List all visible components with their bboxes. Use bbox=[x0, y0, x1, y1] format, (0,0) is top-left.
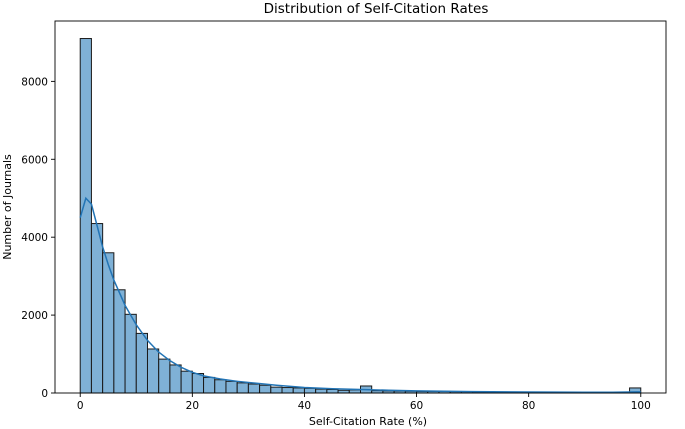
histogram-bar bbox=[146, 348, 160, 394]
y-axis: 0 2000 4000 6000 8000 bbox=[21, 76, 55, 400]
histogram-bar bbox=[348, 389, 362, 394]
histogram-bar bbox=[169, 364, 182, 394]
y-tick-label: 8000 bbox=[21, 76, 48, 88]
histogram-bar bbox=[135, 332, 148, 394]
histogram-bar bbox=[259, 384, 272, 394]
histogram-bar bbox=[270, 386, 283, 394]
histogram-bar bbox=[326, 388, 339, 394]
x-axis-label: Self-Citation Rate (%) bbox=[309, 415, 427, 428]
histogram-bar bbox=[214, 379, 227, 394]
y-axis-label: Number of Journals bbox=[1, 154, 14, 260]
histogram-bar bbox=[236, 382, 249, 394]
histogram-bar bbox=[113, 289, 126, 394]
x-tick-label: 0 bbox=[77, 400, 84, 412]
histogram-bar bbox=[247, 383, 261, 394]
histogram-bar bbox=[158, 358, 171, 394]
chart-title: Distribution of Self-Citation Rates bbox=[264, 1, 489, 17]
x-tick-label: 20 bbox=[186, 400, 199, 412]
bars-group bbox=[79, 38, 642, 394]
histogram-bar bbox=[281, 387, 294, 394]
histogram-bar bbox=[180, 370, 193, 394]
y-tick-label: 6000 bbox=[21, 154, 48, 166]
y-tick-label: 2000 bbox=[21, 310, 48, 322]
y-tick-label: 4000 bbox=[21, 232, 48, 244]
x-tick-label: 60 bbox=[410, 400, 423, 412]
histogram-bar bbox=[292, 387, 305, 394]
histogram-bar bbox=[191, 373, 205, 394]
plot-frame bbox=[54, 20, 667, 394]
histogram-bar bbox=[225, 380, 238, 394]
x-tick-label: 100 bbox=[631, 400, 651, 412]
histogram-bar bbox=[90, 223, 104, 394]
histogram-bar bbox=[124, 313, 137, 394]
x-tick-label: 40 bbox=[298, 400, 311, 412]
x-tick-label: 80 bbox=[522, 400, 535, 412]
histogram-bar bbox=[79, 38, 92, 394]
kde-line bbox=[79, 196, 641, 393]
histogram-bar bbox=[315, 388, 328, 394]
histogram-bar bbox=[203, 376, 216, 394]
histogram-bar bbox=[303, 387, 317, 394]
y-tick-label: 0 bbox=[41, 388, 48, 400]
x-axis: 0 20 40 60 80 100 bbox=[77, 393, 651, 412]
